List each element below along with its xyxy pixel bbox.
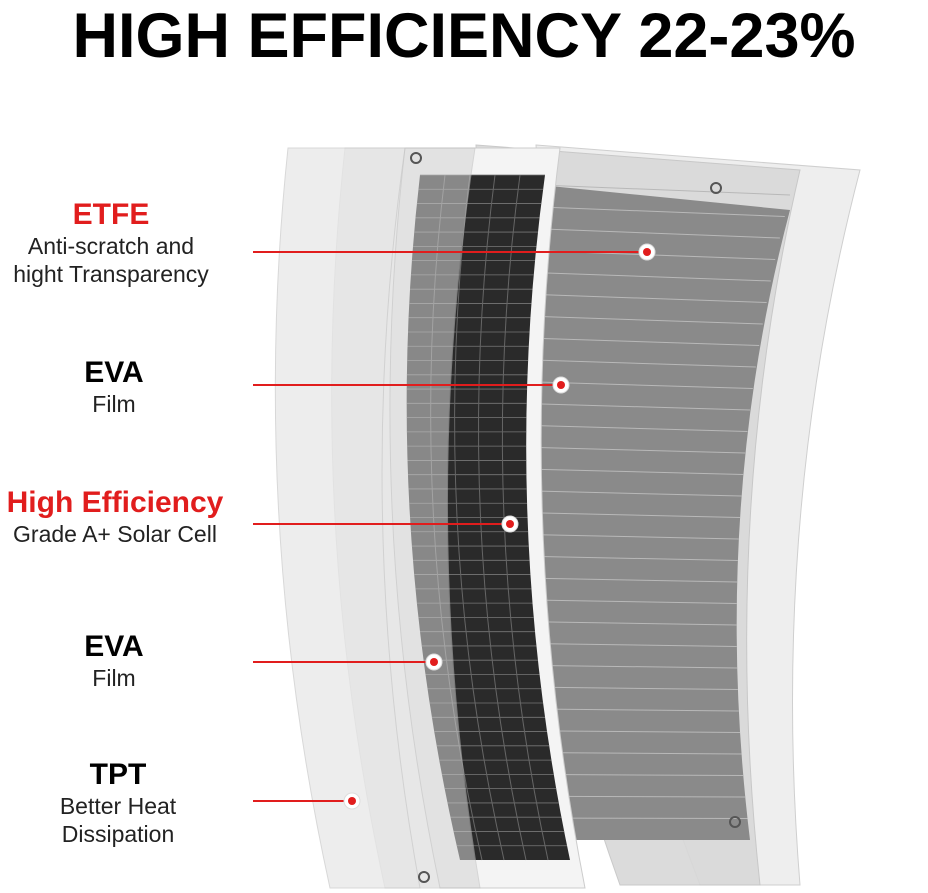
label-line: hight Transparency [13, 261, 209, 287]
cell-gridline [543, 752, 742, 755]
label-heading: TPT [89, 758, 147, 791]
label-line: Better Heat [59, 793, 177, 819]
cell-gridline [536, 708, 739, 712]
cell-gridline [519, 490, 742, 497]
callout-dot-center [557, 381, 565, 389]
cell-busbar [478, 174, 527, 861]
cell-gridline [547, 774, 744, 776]
label-line: Anti-scratch and [27, 233, 195, 259]
cell-gridline [519, 446, 746, 454]
cell-gridline [519, 468, 744, 475]
label-eva-bottom: EVA Film [0, 630, 228, 692]
layer-tpt [274, 147, 421, 889]
label-tpt: TPT Better Heat Dissipation [0, 758, 236, 848]
label-line: Film [92, 665, 136, 691]
callout-dot-center [430, 658, 438, 666]
cell-gridline [521, 359, 756, 368]
cell-gridline [551, 795, 746, 798]
cell-gridline [523, 337, 760, 346]
etfe-cell-panel [519, 185, 790, 840]
label-heading: ETFE [72, 198, 150, 231]
label-line: Dissipation [61, 821, 175, 847]
label-line: Grade A+ Solar Cell [13, 521, 217, 547]
cell-gridline [524, 599, 737, 604]
cell-gridline [523, 577, 738, 583]
cell-gridline [533, 228, 780, 239]
cell-gridline [524, 315, 763, 325]
callout-dot-center [506, 520, 514, 528]
mounting-hole-icon [418, 871, 430, 883]
mounting-hole-icon [410, 152, 422, 164]
cell-gridline [519, 402, 751, 411]
cell-gridline [526, 293, 767, 303]
callout-dot-center [348, 797, 356, 805]
cell-gridline [539, 184, 791, 196]
label-heading: High Efficiency [6, 486, 224, 519]
label-solar-cell: High Efficiency Grade A+ Solar Cell [0, 486, 230, 548]
cell-gridline [526, 621, 737, 626]
label-heading: EVA [84, 630, 144, 663]
cell-gridline [533, 686, 738, 690]
cell-gridline [521, 555, 738, 561]
headline: HIGH EFFICIENCY 22-23% [72, 1, 856, 71]
label-line: Film [92, 391, 136, 417]
label-etfe: ETFE Anti-scratch and hight Transparency [0, 198, 222, 288]
cell-gridline [519, 424, 748, 432]
label-heading: EVA [84, 356, 144, 389]
cell-gridline [520, 533, 739, 540]
cell-gridline [539, 730, 741, 733]
cell-gridline [528, 643, 737, 647]
mounting-hole-icon [729, 816, 741, 828]
cell-gridline [528, 271, 771, 282]
cell-busbar [501, 174, 549, 861]
cell-busbar [454, 174, 505, 861]
cell-gridline [531, 664, 738, 669]
mounting-hole-icon [710, 182, 722, 194]
cell-gridline [519, 512, 741, 518]
callout-dot-center [643, 248, 651, 256]
cell-gridline [536, 206, 785, 217]
label-eva-top: EVA Film [0, 356, 228, 418]
